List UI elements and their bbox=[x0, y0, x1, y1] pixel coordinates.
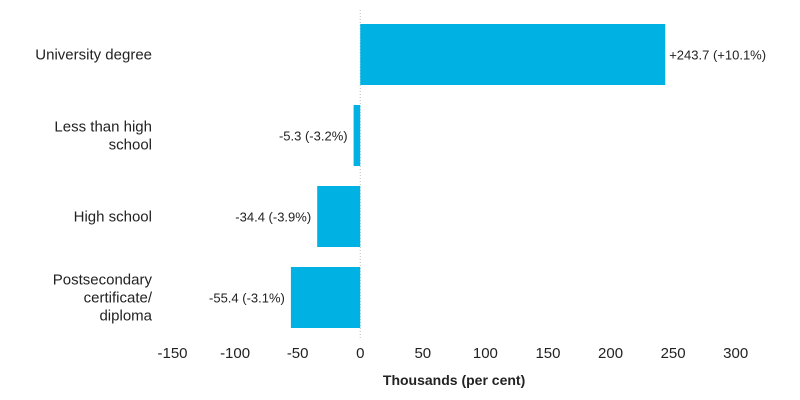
data-label-3: -55.4 (-3.1%) bbox=[209, 291, 285, 306]
category-label-line: University degree bbox=[35, 47, 152, 64]
category-label-line: Postsecondary bbox=[53, 272, 153, 289]
bar-0 bbox=[360, 24, 666, 85]
category-label-line: diploma bbox=[99, 308, 152, 325]
bars-group bbox=[290, 24, 666, 328]
x-tick-label: 50 bbox=[414, 345, 431, 362]
x-tick-label: -150 bbox=[157, 345, 187, 362]
x-tick-label: 300 bbox=[723, 345, 748, 362]
x-tick-label: 250 bbox=[661, 345, 686, 362]
data-labels: +243.7 (+10.1%) -5.3 (-3.2%) -34.4 (-3.9%)… bbox=[209, 48, 766, 306]
category-label-line: Less than high bbox=[54, 119, 152, 136]
category-label-2: High school bbox=[74, 209, 152, 226]
x-tick-label: 100 bbox=[473, 345, 498, 362]
bar-3 bbox=[290, 267, 361, 328]
x-tick-label: 0 bbox=[356, 345, 364, 362]
bar-1 bbox=[353, 105, 361, 166]
category-label-line: High school bbox=[74, 209, 152, 226]
x-tick-label: -50 bbox=[287, 345, 309, 362]
category-label-0: University degree bbox=[35, 47, 152, 64]
category-label-3: Postsecondary certificate/diploma bbox=[53, 272, 153, 325]
x-axis-title: Thousands (per cent) bbox=[383, 372, 525, 388]
category-label-line: certificate/ bbox=[84, 290, 153, 307]
data-label-2: -34.4 (-3.9%) bbox=[235, 210, 311, 225]
x-axis-ticks: -150 -100 -50 0 50 100 150 200 250 300 bbox=[157, 345, 748, 362]
x-tick-label: -100 bbox=[220, 345, 250, 362]
x-tick-label: 150 bbox=[535, 345, 560, 362]
data-label-1: -5.3 (-3.2%) bbox=[279, 129, 348, 144]
data-label-0: +243.7 (+10.1%) bbox=[669, 48, 766, 63]
category-label-1: Less than high school bbox=[54, 119, 152, 154]
x-tick-label: 200 bbox=[598, 345, 623, 362]
category-labels: University degree Less than high school Hig… bbox=[35, 47, 153, 325]
category-label-line: school bbox=[109, 137, 152, 154]
bar-2 bbox=[317, 186, 361, 247]
